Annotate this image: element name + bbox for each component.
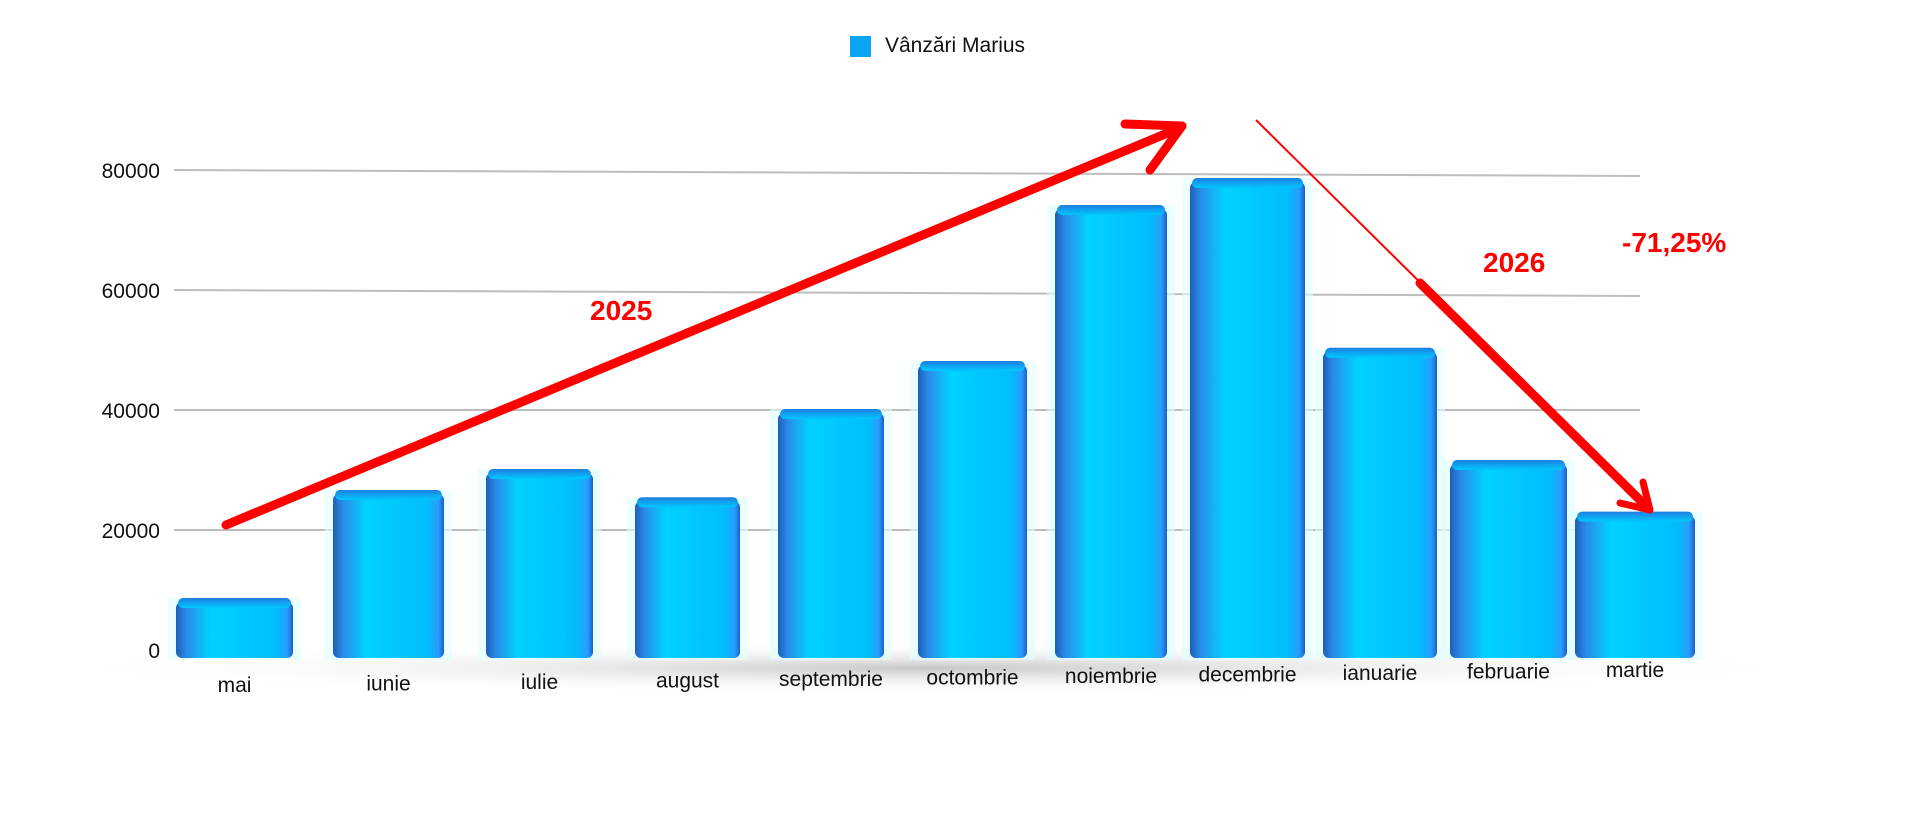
y-tick-label: 40000 xyxy=(102,400,160,423)
bar xyxy=(1450,464,1567,658)
bar-top xyxy=(1192,178,1303,188)
annotation-2026: 2026 xyxy=(1483,247,1545,278)
arrowhead-down xyxy=(1616,478,1654,514)
x-tick-label: ianuarie xyxy=(1343,662,1418,685)
bar xyxy=(778,413,884,658)
annotation-change: -71,25% xyxy=(1622,227,1726,258)
trend-down-arrow xyxy=(1415,278,1650,510)
bar-top xyxy=(780,409,882,419)
bar-top xyxy=(1452,460,1565,470)
legend-swatch xyxy=(850,35,871,57)
bar xyxy=(1190,182,1305,658)
bar xyxy=(1055,209,1167,658)
bar xyxy=(176,602,293,658)
gridline xyxy=(173,169,1641,177)
x-tick-label: mai xyxy=(218,674,252,697)
bar-top xyxy=(637,497,738,508)
trend-up-arrow xyxy=(221,127,1175,530)
y-tick-label: 60000 xyxy=(102,280,160,303)
x-tick-label: decembrie xyxy=(1198,664,1296,687)
bar xyxy=(486,473,593,658)
x-tick-label: martie xyxy=(1606,659,1664,682)
bar-top xyxy=(1325,347,1435,358)
bar-top xyxy=(1057,205,1165,215)
x-tick-label: iunie xyxy=(366,673,410,696)
x-tick-label: iulie xyxy=(521,671,558,694)
bar-top xyxy=(920,361,1025,371)
bar-top xyxy=(1577,511,1693,522)
bar xyxy=(1323,351,1437,658)
legend: Vânzări Marius xyxy=(850,34,1025,58)
bar-top xyxy=(488,469,591,479)
annotation-2025: 2025 xyxy=(590,295,652,326)
bar xyxy=(918,365,1027,658)
bar-top xyxy=(335,490,442,500)
arrowhead-up xyxy=(1120,119,1187,175)
gridline xyxy=(173,289,1641,297)
bar xyxy=(1575,515,1695,658)
y-tick-label: 20000 xyxy=(102,520,160,543)
y-tick-label: 0 xyxy=(148,640,160,663)
x-tick-label: noiembrie xyxy=(1065,665,1157,688)
bar xyxy=(333,494,444,658)
bar-top xyxy=(178,598,291,608)
y-tick-label: 80000 xyxy=(102,160,160,183)
x-tick-label: septembrie xyxy=(779,668,883,691)
bar xyxy=(635,501,740,658)
x-tick-label: februarie xyxy=(1467,661,1550,684)
x-tick-label: octombrie xyxy=(926,667,1018,690)
legend-label: Vânzări Marius xyxy=(885,34,1026,57)
x-tick-label: august xyxy=(656,670,719,693)
